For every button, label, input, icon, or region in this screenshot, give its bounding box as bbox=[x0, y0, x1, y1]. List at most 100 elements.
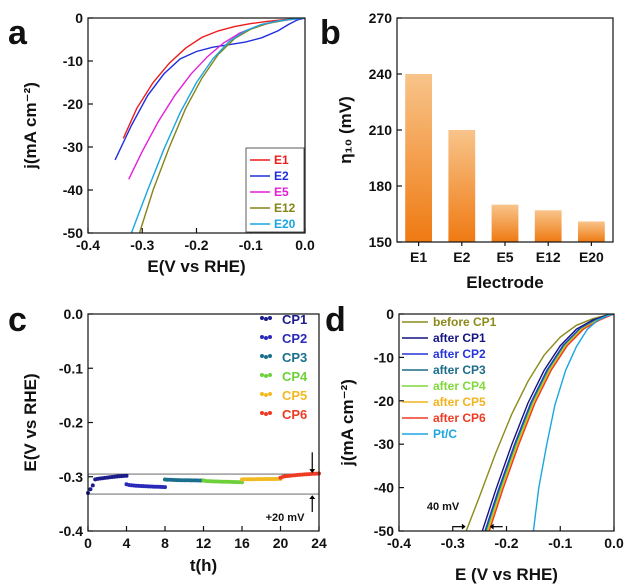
legend-marker bbox=[260, 354, 264, 358]
legend-marker bbox=[260, 335, 264, 339]
y-tick-label: 270 bbox=[369, 10, 393, 26]
x-tick-label: 0.0 bbox=[295, 237, 315, 253]
panel-c-plot-frame bbox=[87, 313, 320, 532]
y-tick-label: -30 bbox=[63, 139, 83, 155]
x-tick-label: -0.1 bbox=[548, 535, 572, 551]
legend-marker bbox=[264, 412, 268, 416]
series-line-after-cp6 bbox=[488, 314, 614, 531]
x-axis-label: Electrode bbox=[466, 273, 543, 292]
y-tick-label: -10 bbox=[374, 349, 394, 365]
y-tick-label: -30 bbox=[374, 436, 394, 452]
legend-marker bbox=[264, 355, 268, 359]
legend-marker bbox=[268, 392, 272, 396]
legend-label: CP3 bbox=[282, 350, 307, 365]
bar-e1 bbox=[405, 74, 432, 242]
y-tick-label: 180 bbox=[369, 178, 393, 194]
legend-marker bbox=[268, 373, 272, 377]
x-axis-label: E(V vs RHE) bbox=[147, 257, 245, 276]
legend-label: CP6 bbox=[282, 407, 307, 422]
x-tick-label: E12 bbox=[536, 249, 561, 265]
data-point-cp2 bbox=[163, 485, 167, 490]
legend-label: E20 bbox=[274, 217, 296, 231]
legend-marker bbox=[260, 392, 264, 396]
y-axis-label: j(mA cm⁻²) bbox=[338, 379, 357, 467]
series-line-e2 bbox=[114, 18, 305, 161]
y-tick-label: -10 bbox=[63, 53, 83, 69]
x-tick-label: -0.2 bbox=[494, 535, 518, 551]
panel-letter-b: b bbox=[320, 14, 341, 52]
arrow-down-head bbox=[309, 469, 316, 473]
data-point-cp1 bbox=[124, 473, 129, 478]
legend-label: after CP6 bbox=[433, 411, 486, 425]
legend-label: after CP1 bbox=[433, 331, 486, 345]
x-tick-label: -0.2 bbox=[184, 237, 208, 253]
legend-label: CP2 bbox=[282, 331, 307, 346]
x-tick-label: -0.4 bbox=[76, 237, 100, 253]
y-tick-label: -0.2 bbox=[59, 415, 83, 431]
y-tick-label: -0.3 bbox=[59, 469, 83, 485]
y-axis-label: η₁₀ (mV) bbox=[336, 96, 355, 164]
data-point-cp1 bbox=[88, 487, 93, 492]
panel-d: 40 mV -0.4 -0.3 -0.2 -0.1 0.0 0 -10 -20 -30 -40 -50… bbox=[338, 306, 624, 584]
legend-label: after CP4 bbox=[433, 379, 486, 393]
y-tick-label: -40 bbox=[374, 480, 394, 496]
y-tick-label: 240 bbox=[369, 66, 393, 82]
bar-e2 bbox=[448, 130, 476, 242]
series-line-before-cp1 bbox=[465, 314, 614, 531]
x-tick-label: -0.3 bbox=[441, 535, 465, 551]
series-line-e20 bbox=[130, 18, 305, 233]
series-line-pt-c bbox=[532, 314, 614, 531]
legend-marker bbox=[260, 316, 264, 320]
x-tick-label: E2 bbox=[453, 249, 470, 265]
legend-marker bbox=[268, 411, 272, 415]
legend-label: before CP1 bbox=[433, 315, 497, 329]
legend-label: Pt/C bbox=[433, 427, 457, 441]
panel-d-plot-frame bbox=[398, 313, 615, 532]
series-line-after-cp2 bbox=[484, 314, 614, 531]
x-tick-label: 0 bbox=[84, 535, 92, 551]
x-tick-label: 8 bbox=[161, 535, 169, 551]
x-tick-label: 16 bbox=[234, 535, 250, 551]
panel-c: +20 mV 0 4 8 12 16 20 24 0.0 -0.1 -0.2 -0.3 -0.4 t(h)… bbox=[21, 306, 327, 575]
panel-letter-c: c bbox=[8, 301, 27, 339]
series-line-after-cp3 bbox=[485, 314, 614, 531]
y-tick-label: 210 bbox=[369, 122, 393, 138]
y-tick-label: 0.0 bbox=[64, 306, 84, 322]
y-tick-label: -50 bbox=[63, 225, 83, 241]
x-tick-label: -0.4 bbox=[387, 535, 411, 551]
y-axis-label: j(mA cm⁻²) bbox=[21, 82, 40, 170]
x-tick-label: E5 bbox=[496, 249, 513, 265]
series-line-after-cp1 bbox=[481, 314, 614, 531]
legend-marker bbox=[260, 411, 264, 415]
legend-label: CP1 bbox=[282, 312, 307, 327]
legend-marker bbox=[268, 316, 272, 320]
legend-label: E5 bbox=[274, 185, 289, 199]
legend-marker bbox=[264, 336, 268, 340]
y-tick-label: -50 bbox=[374, 523, 394, 539]
x-tick-label: 12 bbox=[196, 535, 212, 551]
legend-marker bbox=[268, 354, 272, 358]
legend-label: CP5 bbox=[282, 388, 307, 403]
legend-label: after CP2 bbox=[433, 347, 486, 361]
legend-label: E1 bbox=[274, 153, 289, 167]
bar-e5 bbox=[491, 204, 519, 242]
legend-label: after CP5 bbox=[433, 395, 486, 409]
delta-annotation: +20 mV bbox=[266, 512, 305, 524]
legend-marker bbox=[260, 373, 264, 377]
panel-letter-a: a bbox=[8, 14, 28, 52]
x-tick-label: -0.1 bbox=[239, 237, 263, 253]
legend-label: E2 bbox=[274, 169, 289, 183]
x-axis-label: E (V vs RHE) bbox=[455, 565, 558, 584]
arrow-left-head bbox=[489, 523, 494, 530]
panel-letter-d: d bbox=[325, 301, 346, 339]
arrow-right-head bbox=[461, 523, 466, 530]
y-tick-label: 0 bbox=[386, 306, 394, 322]
x-tick-label: 20 bbox=[273, 535, 289, 551]
y-tick-label: -20 bbox=[374, 393, 394, 409]
x-tick-label: E20 bbox=[579, 249, 604, 265]
x-tick-label: 0.0 bbox=[604, 535, 624, 551]
legend-box bbox=[245, 147, 305, 233]
y-tick-label: 150 bbox=[369, 234, 393, 250]
panel-a: -0.4 -0.3 -0.2 -0.1 0.0 0 -10 -20 -30 -40 -50 E(V v… bbox=[21, 10, 315, 276]
